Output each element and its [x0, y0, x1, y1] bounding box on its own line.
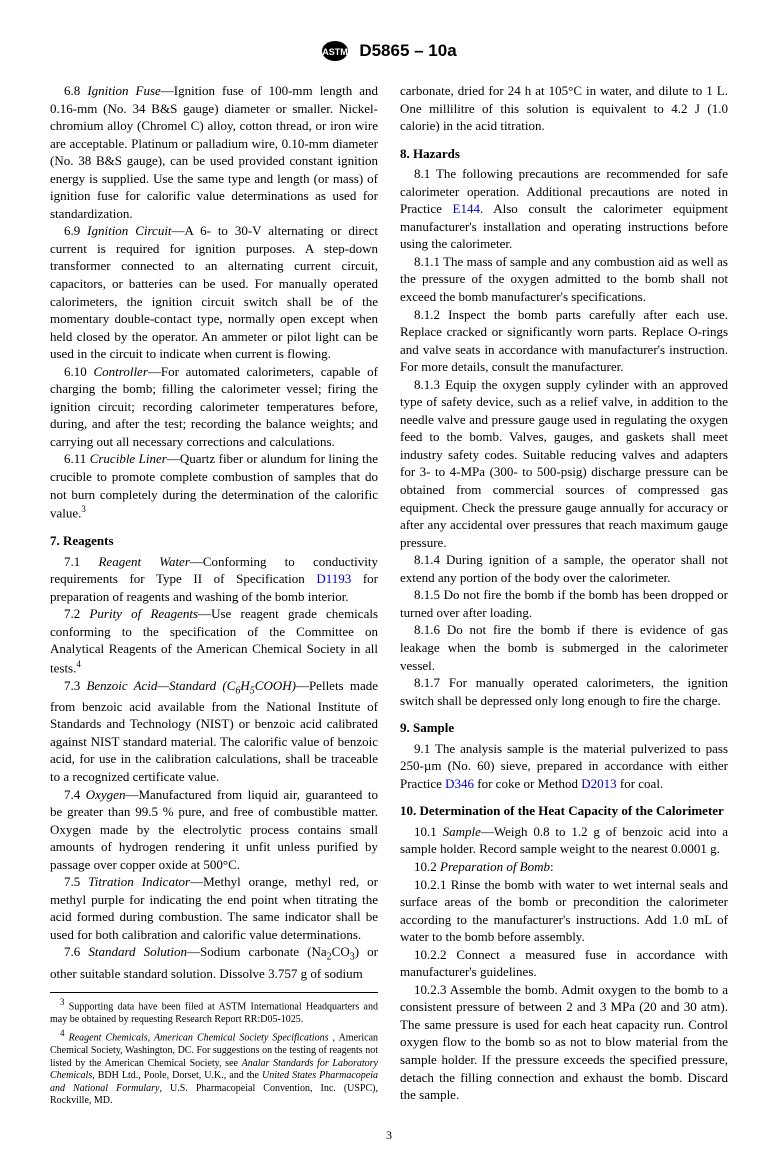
para-10-2-3: 10.2.3 Assemble the bomb. Admit oxygen t… — [400, 981, 728, 1104]
section-10-heading: 10. Determination of the Heat Capacity o… — [400, 802, 728, 820]
para-7-2: 7.2 Purity of Reagents—Use reagent grade… — [50, 605, 378, 677]
para-10-2-2: 10.2.2 Connect a measured fuse in accord… — [400, 946, 728, 981]
link-d346[interactable]: D346 — [445, 776, 474, 791]
section-8-heading: 8. Hazards — [400, 145, 728, 163]
section-7-heading: 7. Reagents — [50, 532, 378, 550]
para-8-1-3: 8.1.3 Equip the oxygen supply cylinder w… — [400, 376, 728, 551]
para-7-1: 7.1 Reagent Water—Conforming to conducti… — [50, 553, 378, 606]
para-7-6-cont: carbonate, dried for 24 h at 105°C in wa… — [400, 82, 728, 135]
para-6-9: 6.9 Ignition Circuit—A 6- to 30-V altern… — [50, 222, 378, 362]
footnote-3: 3 Supporting data have been filed at AST… — [50, 997, 378, 1026]
para-10-2-1: 10.2.1 Rinse the bomb with water to wet … — [400, 876, 728, 946]
link-e144[interactable]: E144 — [453, 201, 480, 216]
para-7-3: 7.3 Benzoic Acid—Standard (C6H5COOH)—Pel… — [50, 677, 378, 786]
footnote-4: 4 Reagent Chemicals, American Chemical S… — [50, 1028, 378, 1107]
para-8-1: 8.1 The following precautions are recomm… — [400, 165, 728, 253]
para-8-1-1: 8.1.1 The mass of sample and any combust… — [400, 253, 728, 306]
para-8-1-4: 8.1.4 During ignition of a sample, the o… — [400, 551, 728, 586]
svg-text:ASTM: ASTM — [323, 47, 349, 57]
link-d1193[interactable]: D1193 — [316, 571, 351, 586]
document-page: ASTM D5865 – 10a 6.8 Ignition Fuse—Ignit… — [0, 0, 778, 1173]
two-column-body: 6.8 Ignition Fuse—Ignition fuse of 100-m… — [50, 82, 728, 1108]
para-8-1-5: 8.1.5 Do not fire the bomb if the bomb h… — [400, 586, 728, 621]
footnotes-block: 3 Supporting data have been filed at AST… — [50, 992, 378, 1108]
para-6-8: 6.8 Ignition Fuse—Ignition fuse of 100-m… — [50, 82, 378, 222]
para-10-1: 10.1 Sample—Weigh 0.8 to 1.2 g of benzoi… — [400, 823, 728, 858]
link-d2013[interactable]: D2013 — [581, 776, 616, 791]
document-designation: D5865 – 10a — [359, 41, 456, 60]
page-number: 3 — [50, 1128, 728, 1143]
section-9-heading: 9. Sample — [400, 719, 728, 737]
para-8-1-7: 8.1.7 For manually operated calorimeters… — [400, 674, 728, 709]
para-9-1: 9.1 The analysis sample is the material … — [400, 740, 728, 793]
document-header: ASTM D5865 – 10a — [50, 40, 728, 62]
astm-logo-icon: ASTM — [321, 40, 349, 62]
para-7-6: 7.6 Standard Solution—Sodium carbonate (… — [50, 943, 378, 982]
para-10-2: 10.2 Preparation of Bomb: — [400, 858, 728, 876]
para-7-5: 7.5 Titration Indicator—Methyl orange, m… — [50, 873, 378, 943]
para-8-1-6: 8.1.6 Do not fire the bomb if there is e… — [400, 621, 728, 674]
para-6-10: 6.10 Controller—For automated calorimete… — [50, 363, 378, 451]
para-8-1-2: 8.1.2 Inspect the bomb parts carefully a… — [400, 306, 728, 376]
para-7-4: 7.4 Oxygen—Manufactured from liquid air,… — [50, 786, 378, 874]
para-6-11: 6.11 Crucible Liner—Quartz fiber or alun… — [50, 450, 378, 522]
